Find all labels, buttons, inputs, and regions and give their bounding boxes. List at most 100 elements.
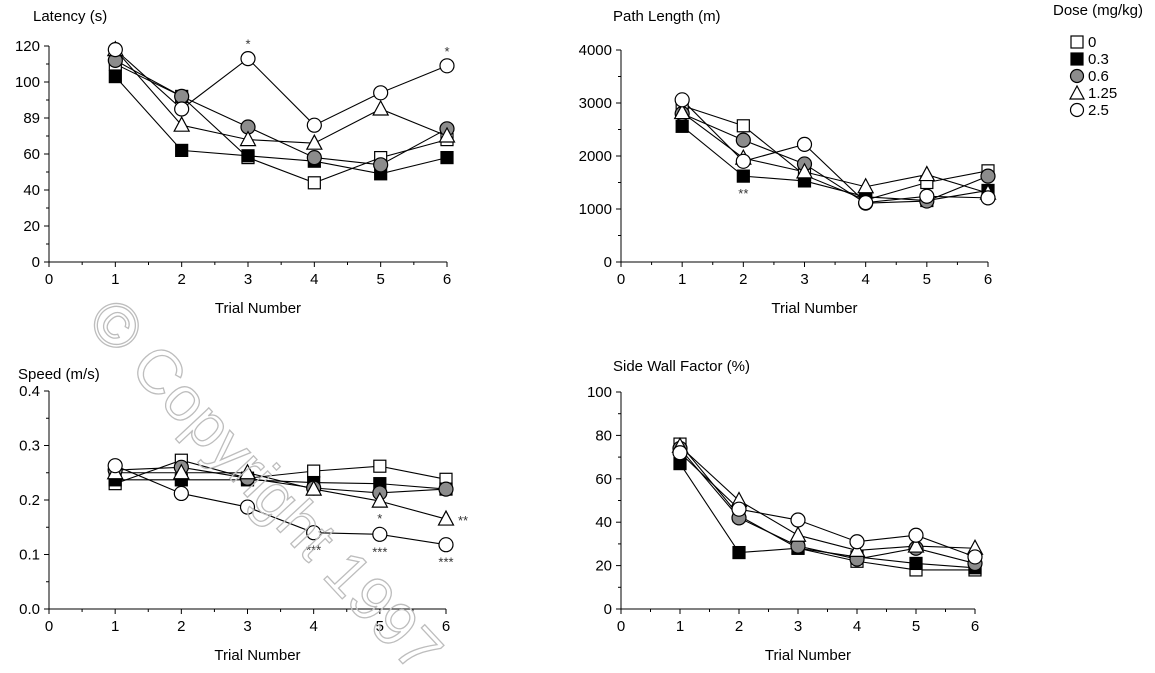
x-axis-label: Trial Number <box>215 300 301 317</box>
legend-marker <box>1070 52 1084 66</box>
data-point-2.5 <box>790 512 806 528</box>
x-tick-label: 1 <box>678 271 686 288</box>
data-point-0.6 <box>373 157 389 173</box>
data-point-0.6 <box>735 132 751 148</box>
series-line-0 <box>679 443 975 571</box>
x-tick-label: 5 <box>376 271 384 288</box>
data-point-0.6 <box>438 481 454 497</box>
x-tick-label: 6 <box>984 271 992 288</box>
chart-title: Speed (m/s) <box>18 366 100 383</box>
y-tick-label: 0.1 <box>19 547 40 564</box>
data-point-2.5 <box>173 485 189 502</box>
x-tick-label: 6 <box>443 271 451 288</box>
x-tick-label: 4 <box>309 618 317 635</box>
y-tick-label: 4000 <box>579 42 612 59</box>
y-tick-label: 0.4 <box>19 383 40 400</box>
y-tick-label: 100 <box>587 384 612 401</box>
series-line-0.6 <box>681 113 989 204</box>
data-point-0 <box>307 464 321 478</box>
data-point-1.25 <box>795 162 814 179</box>
x-axis-label: Trial Number <box>214 647 300 664</box>
series-line-0 <box>115 63 448 184</box>
legend-entries: 00.30.61.252.5 <box>1068 34 1117 119</box>
data-point-2.5 <box>239 499 256 515</box>
significance-label: *** <box>372 544 387 559</box>
chart-panel-1: Latency (s) 0 20 40 60 89 100 120 0 1 2 3 4 5 6 Trial N… <box>15 8 456 317</box>
data-point-1.25 <box>305 133 323 150</box>
legend-entry: 0 <box>1070 34 1096 51</box>
data-point-0 <box>373 459 387 473</box>
series-line-1.25 <box>114 49 448 144</box>
data-point-2.5 <box>306 525 322 541</box>
series-line-0.3 <box>114 76 448 175</box>
chart-panel-3: Speed (m/s) 0.0 0.1 0.2 0.3 0.4 0 1 2 3 4 5 6 Trial N… <box>18 366 468 664</box>
significance-label: ** <box>458 513 468 528</box>
data-point-2.5 <box>908 527 924 543</box>
y-tick-label: 89 <box>23 110 40 127</box>
data-point-2.5 <box>438 537 454 553</box>
y-tick-label: 20 <box>23 218 40 235</box>
data-point-1.25 <box>848 541 866 558</box>
x-tick-label: 1 <box>676 618 684 635</box>
chart-panel-2: Path Length (m) 0 1000 2000 3000 4000 0 1 2 3 4 5 6 T… <box>579 8 997 317</box>
x-tick-label: 0 <box>45 271 53 288</box>
series-line-2.5 <box>681 99 989 204</box>
y-tick-label: 0.3 <box>19 438 40 455</box>
data-point-0.6 <box>174 88 190 105</box>
series-line-2.5 <box>114 465 447 546</box>
series-line-2.5 <box>114 49 448 126</box>
series-line-0 <box>681 105 989 201</box>
x-tick-label: 0 <box>617 618 625 635</box>
y-tick-label: 60 <box>23 146 40 163</box>
data-point-2.5 <box>306 117 322 133</box>
series-line-1.25 <box>115 472 447 520</box>
legend-label: 2.5 <box>1088 102 1109 119</box>
x-tick-label: 4 <box>310 271 318 288</box>
data-point-0 <box>736 119 750 133</box>
y-tick-label: 2000 <box>579 148 612 165</box>
legend-marker <box>1070 35 1084 49</box>
x-tick-label: 6 <box>971 618 979 635</box>
y-tick-label: 120 <box>15 38 40 55</box>
data-point-2.5 <box>439 58 455 74</box>
series-line-0.6 <box>115 466 447 494</box>
data-point-2.5 <box>858 195 874 211</box>
y-tick-label: 40 <box>595 514 612 531</box>
data-point-1.25 <box>238 463 257 480</box>
legend-label: 1.25 <box>1088 85 1117 102</box>
legend-entry: 2.5 <box>1069 102 1109 119</box>
x-tick-label: 3 <box>243 618 251 635</box>
data-point-2.5 <box>174 101 190 117</box>
data-point-1.25 <box>372 99 390 116</box>
significance-label: ** <box>738 186 748 201</box>
series-line-0.6 <box>679 448 976 564</box>
legend-label: 0.6 <box>1088 68 1109 85</box>
x-tick-label: 5 <box>376 618 384 635</box>
data-point-0.6 <box>980 168 996 184</box>
x-tick-label: 3 <box>800 271 808 288</box>
legend-title: Dose (mg/kg) <box>1053 2 1143 19</box>
legend: Dose (mg/kg) 00.30.61.252.5 <box>1053 2 1143 119</box>
significance-label: *** <box>306 543 321 558</box>
x-tick-label: 5 <box>923 271 931 288</box>
y-tick-label: 20 <box>595 558 612 575</box>
data-point-1.25 <box>438 126 456 143</box>
legend-marker <box>1068 84 1086 100</box>
chart-panel-4: Side Wall Factor (%) 0 20 40 60 80 100 0 1 2 3 4 5 6 T… <box>587 358 984 664</box>
legend-marker <box>1069 102 1085 118</box>
x-tick-label: 2 <box>739 271 747 288</box>
series-line-0.3 <box>681 125 989 202</box>
significance-label: * <box>245 37 250 52</box>
series-line-1.25 <box>681 112 989 194</box>
legend-marker <box>1069 68 1085 84</box>
data-point-2.5 <box>240 50 256 67</box>
data-point-2.5 <box>980 190 996 206</box>
chart-title: Latency (s) <box>33 8 107 25</box>
significance-label: * <box>377 511 382 526</box>
data-point-0.3 <box>440 151 454 165</box>
data-point-2.5 <box>796 136 813 152</box>
legend-entry: 0.6 <box>1069 68 1109 85</box>
data-point-2.5 <box>674 92 690 108</box>
data-point-1.25 <box>907 536 925 553</box>
